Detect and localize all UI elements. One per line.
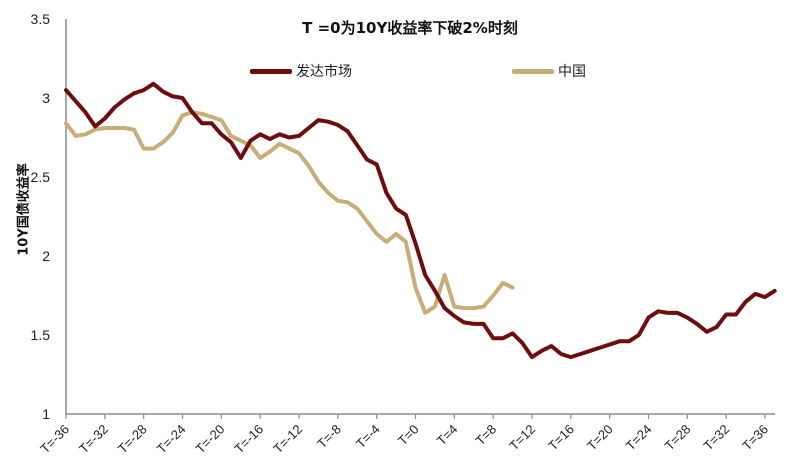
x-tick-label: T=28 xyxy=(662,422,694,454)
x-tick-label: T=36 xyxy=(739,422,771,454)
y-tick-label: 1.5 xyxy=(31,327,51,343)
y-tick-label: 2.5 xyxy=(31,169,51,185)
x-tick-label: T=-36 xyxy=(37,422,72,457)
y-tick-label: 3 xyxy=(42,90,50,106)
x-tick-label: T=-4 xyxy=(353,422,383,452)
x-tick-label: T=-8 xyxy=(314,422,344,452)
y-tick-label: 2 xyxy=(42,248,50,264)
series-line xyxy=(64,110,515,315)
y-tick-label: 1 xyxy=(42,406,50,422)
x-tick-label: T=8 xyxy=(473,422,500,449)
y-axis-label: 10Y国债收益率 xyxy=(16,163,32,256)
legend-label-developed: 发达市场 xyxy=(296,64,352,80)
chart-title: T =0为10Y收益率下破2%时刻 xyxy=(302,19,518,37)
x-tick-label: T=-24 xyxy=(154,422,189,457)
x-tick-label: T=0 xyxy=(395,422,422,449)
x-tick-label: T=-12 xyxy=(270,422,305,457)
series-line xyxy=(64,81,777,360)
x-tick-label: T=-32 xyxy=(76,422,111,457)
legend-label-china: 中国 xyxy=(558,64,586,80)
x-tick-label: T=4 xyxy=(434,422,461,449)
y-tick-label: 3.5 xyxy=(31,11,51,27)
x-tick-label: T=16 xyxy=(545,422,577,454)
x-tick-label: T=-28 xyxy=(115,422,150,457)
x-tick-label: T=24 xyxy=(623,422,655,454)
legend-item-china: 中国 xyxy=(512,61,586,81)
legend-swatch-china xyxy=(512,68,554,74)
legend-item-developed: 发达市场 xyxy=(250,61,352,81)
x-tick-label: T=12 xyxy=(506,422,538,454)
legend-swatch-developed xyxy=(250,68,292,74)
axes: 3.532.521.51T=-36 T=-32 T=-28 T=-24 T=-20 T=-… xyxy=(31,11,775,456)
series-lines xyxy=(64,81,777,360)
x-tick-label: T=-16 xyxy=(231,422,266,457)
x-tick-label: T=-20 xyxy=(193,422,228,457)
x-tick-label: T=20 xyxy=(584,422,616,454)
x-tick-label: T=32 xyxy=(700,422,732,454)
